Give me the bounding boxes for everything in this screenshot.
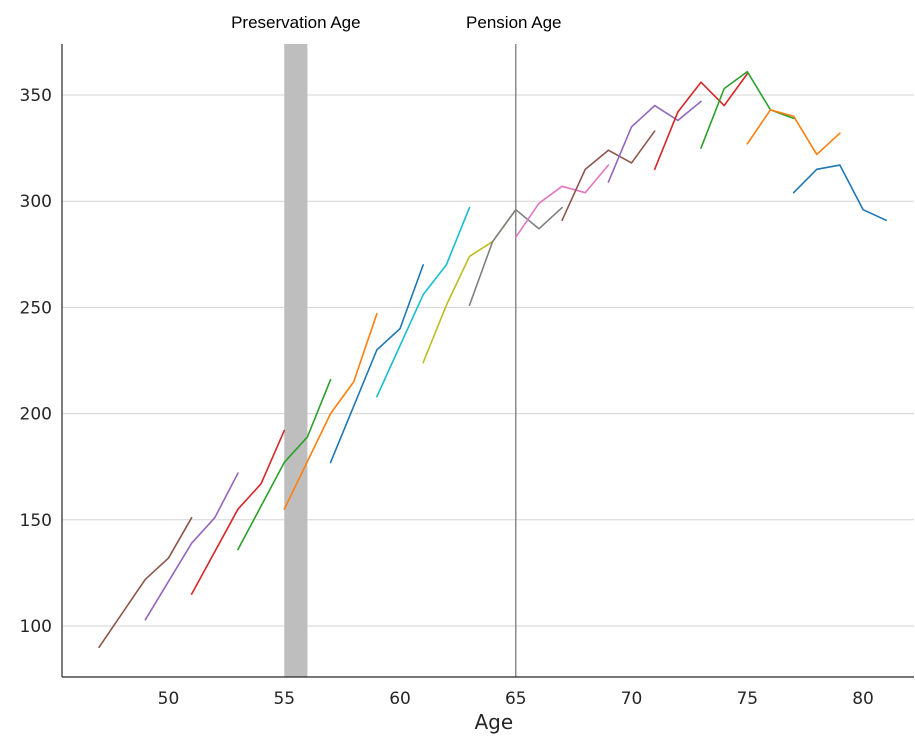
series-line-13 [653, 72, 749, 171]
preservation-age-band [284, 44, 308, 677]
series-line-4 [237, 378, 332, 551]
series-line-9 [468, 206, 563, 307]
series-line-15 [746, 109, 841, 156]
series-line-8 [422, 208, 517, 364]
series-lines [98, 70, 888, 649]
x-axis-title: Age [474, 710, 513, 734]
series-line-3 [190, 429, 286, 595]
x-tick-label: 55 [273, 689, 295, 709]
x-tick-label: 80 [852, 689, 874, 709]
series-line-16 [792, 164, 888, 222]
series-line-7 [376, 206, 471, 398]
series-line-11 [561, 130, 656, 222]
pension-age-label: Pension Age [466, 13, 561, 32]
y-tick-label: 250 [20, 298, 52, 318]
x-tick-label: 65 [505, 689, 527, 709]
x-tick-label: 75 [736, 689, 758, 709]
series-line-12 [607, 100, 702, 183]
x-tick-label: 50 [158, 689, 180, 709]
series-line-14 [700, 70, 795, 149]
series-line-5 [283, 312, 378, 510]
x-tick-label: 60 [389, 689, 411, 709]
x-tick-label: 70 [621, 689, 643, 709]
y-tick-labels: 100 150 200 250 300 350 [20, 86, 52, 637]
preservation-age-label: Preservation Age [231, 13, 360, 32]
y-tick-label: 100 [20, 617, 52, 637]
axes [61, 44, 914, 678]
series-line-1 [98, 516, 193, 649]
y-tick-label: 350 [20, 86, 52, 106]
gridlines [62, 94, 914, 627]
y-tick-label: 150 [20, 511, 52, 531]
annotations: Preservation Age Pension Age [231, 13, 562, 677]
x-tick-labels: 50 55 60 65 70 75 80 [158, 689, 874, 709]
series-line-2 [144, 472, 239, 621]
y-tick-label: 300 [20, 192, 52, 212]
series-line-10 [514, 164, 610, 239]
y-tick-label: 200 [20, 405, 52, 425]
series-line-6 [329, 264, 424, 464]
